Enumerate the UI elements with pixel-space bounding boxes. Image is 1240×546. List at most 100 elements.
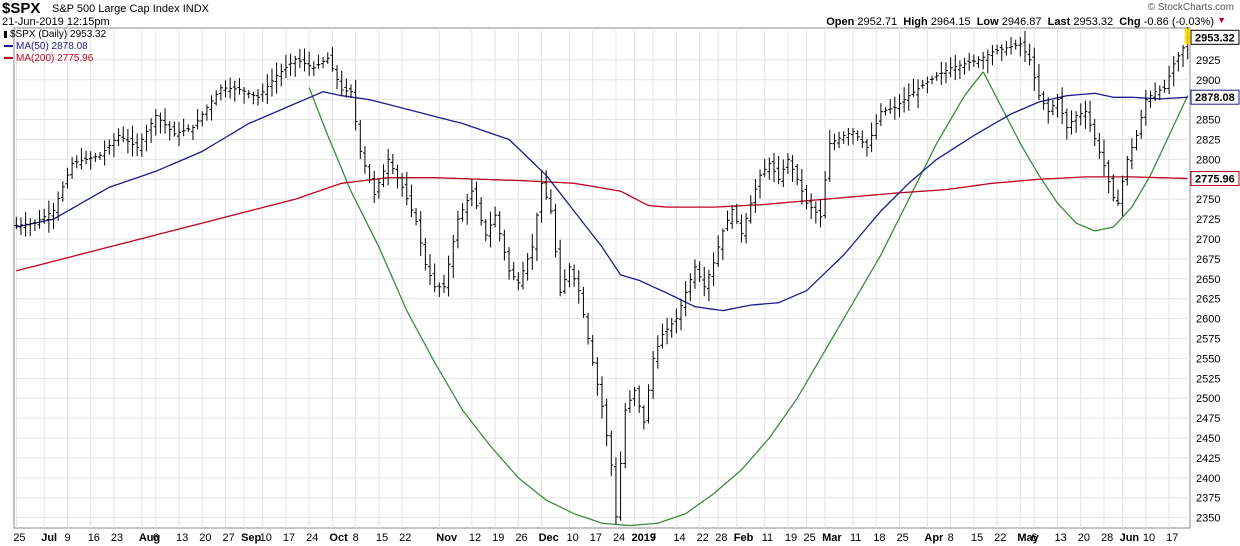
ohlc-bar [553,203,558,258]
legend-price: $SPX (Daily) 2953.32 [4,29,106,40]
ohlc-bar [809,193,814,220]
ma200-line [16,176,1188,272]
x-tick-label: Apr [924,532,944,544]
ohlc-bar [544,170,549,200]
ohlc-bar [897,93,902,118]
ohlc-bar [497,211,502,242]
ohlc-bar [999,44,1004,61]
ohlc-bar [339,70,344,96]
ohlc-bar [279,63,284,87]
x-tick-label: 28 [715,532,727,544]
x-tick-label: 23 [111,532,123,544]
ohlc-bar [846,128,851,146]
ohlc-bar [1153,82,1158,102]
ohlc-bar [107,139,112,155]
ohlc-bar [18,217,23,236]
ohlc-bar [311,61,316,77]
legend-ma200: MA(200) 2775.96 [4,53,93,64]
ohlc-bar [93,152,98,162]
x-tick-label: 20 [1078,532,1090,544]
ohlc-bar [186,124,191,132]
ohlc-bar [660,323,665,349]
x-tick-label: 22 [399,532,411,544]
ohlc-bar [669,318,674,338]
ohlc-bar [479,197,484,226]
x-tick-label: 8 [948,532,954,544]
ohlc-bar [474,181,479,210]
x-tick-label: Sep [241,532,261,544]
ohlc-bar [827,130,832,182]
x-tick-label: 25 [13,532,25,544]
ohlc-bar [400,173,405,197]
ohlc-bar [813,201,818,224]
ohlc-bar [1055,93,1060,118]
ohlc-bar [930,75,935,85]
x-tick-label: 10 [566,532,578,544]
ohlc-bar [711,252,716,286]
ohlc-bar [837,131,842,149]
ohlc-bar [1092,119,1097,147]
ohlc-bar [190,124,195,141]
ohlc-bar [902,87,907,113]
ohlc-bar [218,84,223,101]
y-tick-label: 2750 [1196,194,1220,206]
ohlc-bar [730,205,735,230]
ohlc-bar [97,151,102,160]
x-tick-label: Jul [41,532,57,544]
ohlc-bar [995,44,1000,55]
ohlc-bar [758,169,763,199]
y-tick-label: 2475 [1196,413,1220,425]
ohlc-bar [525,253,530,281]
x-tick-label: 25 [896,532,908,544]
x-tick-label: 13 [176,532,188,544]
ohlc-bar [957,60,962,79]
x-tick-label: 17 [590,532,602,544]
ohlc-bar [209,95,214,121]
x-tick-label: 11 [850,532,861,544]
ohlc-bar [502,229,507,261]
ohlc-bar [618,451,623,521]
ohlc-bar [762,159,767,177]
ohlc-bar [674,308,679,334]
x-tick-label: 25 [804,532,816,544]
ohlc-bar [325,52,330,64]
ohlc-bar [283,54,288,79]
ohlc-bar [1050,99,1055,116]
x-tick-label: 2019 [632,532,656,544]
ohlc-bar [144,124,149,152]
ohlc-bar [637,385,642,414]
x-tick-label: Oct [329,532,348,544]
ohlc-bar [465,193,470,225]
ohlc-bar [223,80,228,98]
low-label: Low [976,16,999,28]
ohlc-bar [1069,110,1074,135]
ohlc-bar [1157,85,1162,101]
ohlc-bar [451,234,456,279]
ohlc-bar [437,282,442,298]
y-tick-label: 2900 [1196,75,1220,87]
x-tick-label: 24 [613,532,625,544]
ohlc-bar [242,86,247,104]
ohlc-bar [790,155,795,182]
ohlc-bar [256,89,261,106]
last-bar-highlight [1184,28,1191,45]
ohlc-bar [358,119,363,160]
ohlc-bar [600,376,604,419]
ohlc-bar [1036,63,1041,101]
y-tick-label: 2725 [1196,214,1220,226]
handle-curve [982,71,1189,232]
ohlc-bar [888,99,893,114]
ohlc-bar [293,55,298,77]
ohlc-bar [307,51,312,77]
ohlc-bar [488,211,493,248]
y-tick-label: 2925 [1196,55,1220,67]
ohlc-bar [1097,132,1102,160]
ohlc-bar [651,351,656,399]
ohlc-bar [939,61,944,85]
ohlc-bar [423,238,428,271]
x-tick-label: 11 [762,532,773,544]
last-value: 2953.32 [1073,16,1114,28]
ohlc-bar [111,133,116,158]
plot-area [13,27,1191,529]
ohlc-bar [288,53,293,76]
